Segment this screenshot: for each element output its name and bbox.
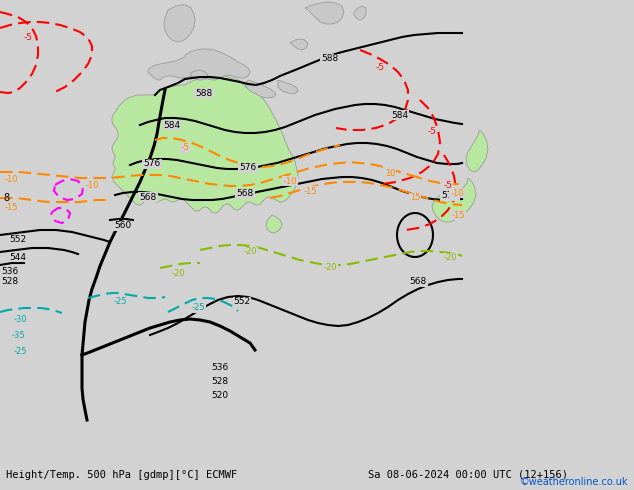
Text: 568: 568 [410, 277, 427, 287]
Text: 8: 8 [3, 193, 9, 203]
Text: -20: -20 [171, 269, 184, 277]
Polygon shape [246, 80, 276, 98]
Text: 560: 560 [114, 221, 132, 230]
Text: 552: 552 [10, 236, 27, 245]
Text: -20: -20 [243, 247, 257, 256]
Text: -20: -20 [443, 253, 456, 263]
Text: -5: -5 [23, 33, 32, 43]
Polygon shape [266, 215, 282, 233]
Text: -10: -10 [5, 175, 18, 185]
Polygon shape [354, 6, 366, 20]
Polygon shape [466, 130, 488, 172]
Text: Sa 08-06-2024 00:00 UTC (12+156): Sa 08-06-2024 00:00 UTC (12+156) [368, 469, 567, 480]
Text: -20: -20 [323, 264, 337, 272]
Text: -5: -5 [427, 127, 436, 137]
Text: 536: 536 [1, 267, 18, 275]
Polygon shape [148, 49, 250, 80]
Text: -15: -15 [303, 187, 317, 196]
Text: 544: 544 [10, 252, 27, 262]
Text: -25: -25 [14, 347, 27, 357]
Text: -25: -25 [113, 297, 127, 307]
Text: 584: 584 [164, 121, 181, 129]
Text: -10: -10 [85, 180, 99, 190]
Text: -10: -10 [450, 189, 463, 197]
Polygon shape [290, 39, 308, 50]
Text: Height/Temp. 500 hPa [gdmp][°C] ECMWF: Height/Temp. 500 hPa [gdmp][°C] ECMWF [6, 469, 238, 480]
Text: 528: 528 [1, 277, 18, 287]
Text: -15: -15 [5, 202, 18, 212]
Text: 552: 552 [233, 297, 250, 307]
Polygon shape [164, 5, 195, 42]
Polygon shape [305, 2, 344, 24]
Text: 568: 568 [236, 190, 254, 198]
Text: 588: 588 [321, 54, 339, 64]
Text: 588: 588 [195, 89, 212, 98]
Text: 15: 15 [410, 194, 420, 202]
Text: -10: -10 [283, 176, 297, 186]
Text: -5: -5 [444, 180, 453, 190]
Text: 10: 10 [385, 169, 395, 177]
Text: -5: -5 [375, 64, 384, 73]
Text: 584: 584 [391, 111, 408, 120]
Text: 576: 576 [441, 192, 458, 200]
Text: 536: 536 [211, 363, 229, 371]
Polygon shape [190, 70, 208, 80]
Text: -35: -35 [12, 332, 25, 341]
Text: ©weatheronline.co.uk: ©weatheronline.co.uk [519, 477, 628, 487]
Polygon shape [432, 178, 476, 222]
Text: 520: 520 [211, 391, 229, 399]
Text: 576: 576 [143, 160, 160, 169]
Polygon shape [278, 80, 298, 94]
Text: -30: -30 [13, 316, 27, 324]
Polygon shape [112, 76, 298, 213]
Text: -5: -5 [181, 144, 190, 152]
Text: 568: 568 [139, 193, 157, 201]
Text: 576: 576 [240, 164, 257, 172]
Text: -25: -25 [191, 303, 205, 313]
Text: -15: -15 [451, 211, 465, 220]
Text: 528: 528 [211, 376, 229, 386]
